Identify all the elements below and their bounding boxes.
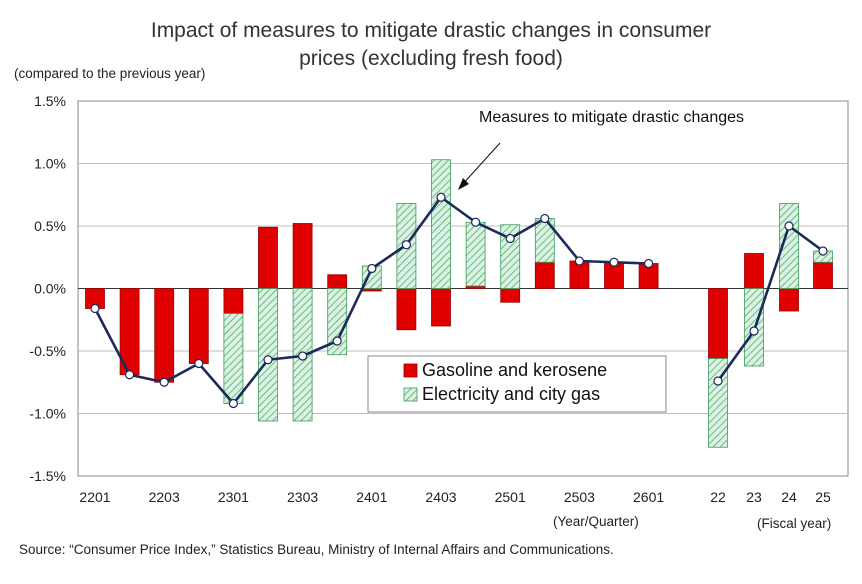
total-point-2503: [574, 256, 585, 266]
legend-label: Electricity and city gas: [422, 384, 600, 404]
gasoline-bar-fy25: [813, 261, 833, 289]
gasoline-bar-fy23: [744, 253, 764, 289]
electricity-bar-2301: [223, 313, 244, 404]
total-point-2601: [643, 258, 654, 269]
total-point-23: [749, 326, 759, 336]
total-point-2501: [505, 233, 515, 244]
electricity-bar-2404: [465, 221, 486, 287]
total-point-22: [713, 376, 723, 386]
y-tick-label: 1.5%: [34, 93, 66, 109]
gasoline-bar-2302: [258, 226, 278, 289]
y-tick-label: -1.0%: [29, 406, 66, 422]
annotation-arrow: [460, 142, 501, 187]
legend: Gasoline and kerosene Electricity and cit…: [367, 355, 667, 413]
gasoline-bar-2403: [431, 288, 451, 327]
legend-swatch: [403, 363, 418, 378]
y-tick-label: -0.5%: [29, 343, 66, 359]
x-tick-label: 2401: [356, 489, 387, 505]
x-tick-label: 24: [781, 489, 797, 505]
x-tick-label: 2201: [79, 489, 110, 505]
electricity-bar-2501: [500, 224, 521, 289]
x-tick-label: 23: [746, 489, 762, 505]
y-tick-label: -1.5%: [29, 468, 66, 484]
legend-box: [367, 355, 667, 413]
y-tick-label: 0.0%: [34, 281, 66, 297]
gasoline-bar-2402: [396, 288, 417, 331]
gasoline-bar-2203: [154, 288, 175, 383]
x-tick-label: 2601: [633, 489, 664, 505]
quarterly-axis-note: (Year/Quarter): [553, 514, 639, 529]
fiscal-axis-note: (Fiscal year): [757, 516, 832, 531]
total-point-2204: [194, 358, 204, 369]
annotation-text: Measures to mitigate drastic changes: [479, 109, 744, 126]
gasoline-bar-2304: [327, 274, 348, 289]
x-tick-label: 22: [710, 489, 726, 505]
total-point-2401: [367, 263, 377, 274]
chart-title-line-1: Impact of measures to mitigate drastic c…: [150, 19, 712, 42]
total-line-fiscal: [716, 224, 824, 382]
gasoline-bar-2301: [223, 288, 244, 314]
total-point-2403: [436, 192, 446, 202]
y-tick-label: 1.0%: [34, 156, 66, 172]
total-point-25: [818, 246, 828, 256]
x-tick-label: 2403: [425, 489, 456, 505]
electricity-bar-2403: [431, 159, 451, 289]
total-point-24: [784, 221, 794, 231]
legend-swatch: [403, 387, 418, 402]
legend-label: Gasoline and kerosene: [422, 360, 607, 380]
electricity-bar-fy24: [779, 203, 799, 289]
total-point-2304: [332, 336, 342, 346]
gasoline-bar-2502: [534, 261, 555, 289]
x-tick-label: 2503: [564, 489, 595, 505]
total-point-2201: [90, 303, 100, 314]
chart-title-line-2: prices (excluding fresh food): [299, 47, 563, 70]
x-tick-label: 25: [815, 489, 831, 505]
total-point-2302: [263, 355, 273, 365]
total-point-2504: [609, 257, 619, 267]
total-point-2303: [298, 351, 308, 361]
total-point-2502: [540, 213, 550, 224]
gasoline-bar-2204: [188, 288, 209, 364]
electricity-bar-2302: [258, 288, 278, 422]
total-point-2203: [159, 377, 169, 387]
x-tick-label: 2203: [149, 489, 180, 505]
y-tick-label: 0.5%: [34, 218, 66, 234]
gasoline-bar-fy22: [708, 288, 728, 359]
total-point-2301: [228, 398, 238, 409]
electricity-bar-fy22: [708, 358, 728, 448]
total-point-2402: [401, 240, 411, 250]
source-note: Source: “Consumer Price Index,” Statisti…: [19, 542, 614, 557]
x-tick-label: 2303: [287, 489, 318, 505]
gasoline-bar-2501: [500, 288, 521, 303]
total-point-2202: [125, 370, 135, 380]
y-axis-label: (compared to the previous year): [14, 66, 206, 81]
x-tick-label: 2301: [218, 489, 249, 505]
annotation-arrowhead: [458, 178, 469, 190]
x-tick-label: 2501: [495, 489, 526, 505]
gasoline-bar-2303: [292, 223, 313, 289]
gasoline-bar-fy24: [779, 288, 799, 312]
total-point-2404: [471, 217, 481, 227]
